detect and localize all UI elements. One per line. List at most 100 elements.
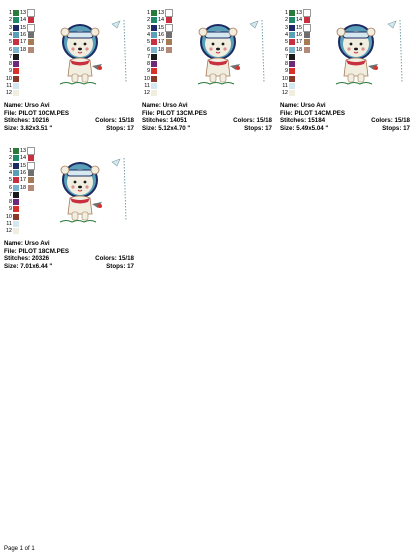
swatch-color: [13, 213, 19, 220]
swatch-color: [289, 24, 295, 31]
toy-plane-icon: [368, 64, 378, 70]
swatch-number: 5: [284, 39, 288, 46]
swatch-color: [13, 39, 19, 46]
swatch-row: 3 15: [4, 23, 36, 32]
swatch-number: 15: [296, 24, 303, 31]
name-label: Name:: [4, 102, 23, 109]
swatch-row: 7: [4, 191, 36, 199]
swatch-row: 8: [142, 61, 174, 68]
swatch-color: [13, 221, 19, 227]
swatch-row: 10: [4, 213, 36, 221]
swatch-row: 10: [4, 75, 36, 83]
design-preview: [335, 19, 403, 85]
swatch-number: 9: [284, 68, 288, 75]
stops-value: 17: [403, 124, 410, 132]
design-block: 1 13 2 14 3 15 4 16 5 17 6 18 7 8 9 10: [4, 9, 134, 132]
swatch-row: 11: [142, 83, 174, 90]
stops-label: Stops:: [382, 124, 402, 132]
swatch-color: [13, 17, 19, 24]
swatch-color: [151, 39, 157, 46]
design-preview: [59, 157, 127, 223]
swatch-number: 16: [158, 31, 165, 38]
swatch-number: 18: [20, 46, 27, 53]
swatch-color: [13, 90, 19, 97]
swatch-number: 10: [281, 75, 288, 82]
swatch-color: [151, 46, 157, 53]
plane-icon: [111, 158, 121, 167]
toy-plane-icon: [92, 202, 102, 208]
swatch-row: 5 17: [4, 39, 36, 46]
swatch-color: [289, 53, 295, 60]
colors-value: 15/18: [394, 117, 410, 125]
swatch-number: 3: [284, 24, 288, 31]
plane-icon: [111, 20, 121, 29]
swatch-color: [13, 53, 19, 60]
swatch-row: 4 16: [4, 31, 36, 39]
swatch-row: 5 17: [142, 39, 174, 46]
size-value: 3.82x3.51 ": [20, 124, 53, 132]
swatch-color: [13, 155, 19, 162]
swatch-number: 8: [8, 61, 12, 68]
swatch-number: 8: [146, 61, 150, 68]
swatch-number: 13: [20, 148, 27, 154]
swatch-row: 5 17: [4, 177, 36, 184]
design-info: Name: Urso Avi File: PILOT 13CM.PES Stit…: [142, 102, 272, 132]
swatch-row: 10: [280, 75, 312, 83]
swatch-number: 2: [8, 17, 12, 24]
swatch-number: 12: [143, 90, 150, 97]
swatch-color: [28, 155, 34, 162]
swatch-color: [289, 46, 295, 53]
file-name: PILOT 10CM.PES: [18, 109, 70, 117]
swatch-color: [289, 83, 295, 89]
colors-value: 15/18: [118, 255, 134, 263]
swatch-number: 1: [8, 10, 12, 16]
swatch-color: [28, 31, 34, 38]
swatch-row: 1 13: [4, 147, 36, 155]
swatch-row: 9: [4, 68, 36, 75]
file-label: File:: [4, 247, 17, 255]
swatch-row: 2 14: [142, 17, 174, 24]
name-label: Name:: [280, 102, 299, 109]
swatch-color: [13, 68, 19, 75]
swatch-number: 17: [158, 39, 165, 46]
stops-label: Stops:: [244, 124, 264, 132]
file-label: File:: [142, 109, 155, 117]
size-label: Size:: [280, 124, 295, 132]
swatch-color: [27, 147, 35, 155]
swatch-number: 14: [20, 155, 27, 162]
swatch-color: [289, 75, 295, 82]
swatch-row: 6 18: [4, 184, 36, 192]
swatch-row: 6 18: [4, 46, 36, 54]
swatch-number: 15: [20, 162, 27, 169]
swatch-number: 13: [296, 10, 303, 16]
swatch-number: 18: [158, 46, 165, 53]
swatch-color: [13, 191, 19, 198]
swatch-number: 6: [284, 46, 288, 53]
swatch-color: [289, 31, 295, 38]
design-preview: [197, 19, 265, 85]
design-name: Urso Avi: [162, 102, 188, 109]
file-name: PILOT 18CM.PES: [18, 247, 70, 255]
swatch-row: 2 14: [4, 155, 36, 162]
stitches-value: 14051: [169, 117, 188, 125]
swatch-color: [151, 83, 157, 89]
file-name: PILOT 13CM.PES: [156, 109, 208, 117]
swatch-color: [151, 17, 157, 24]
swatch-row: 11: [4, 221, 36, 228]
swatch-row: 7: [280, 53, 312, 61]
swatch-color: [13, 169, 19, 176]
swatch-color: [151, 24, 157, 31]
swatch-color: [28, 46, 34, 53]
swatch-number: 16: [20, 31, 27, 38]
swatch-color: [27, 161, 35, 170]
swatch-number: 6: [8, 184, 12, 191]
size-label: Size:: [4, 262, 19, 270]
swatch-color: [27, 9, 35, 17]
size-label: Size:: [4, 124, 19, 132]
swatch-row: 12: [280, 90, 312, 97]
swatch-color: [28, 184, 34, 191]
swatch-number: 13: [158, 10, 165, 16]
design-block: 1 13 2 14 3 15 4 16 5 17 6 18 7 8 9 10: [142, 9, 272, 132]
swatch-color: [289, 10, 295, 16]
swatch-number: 9: [8, 206, 12, 213]
